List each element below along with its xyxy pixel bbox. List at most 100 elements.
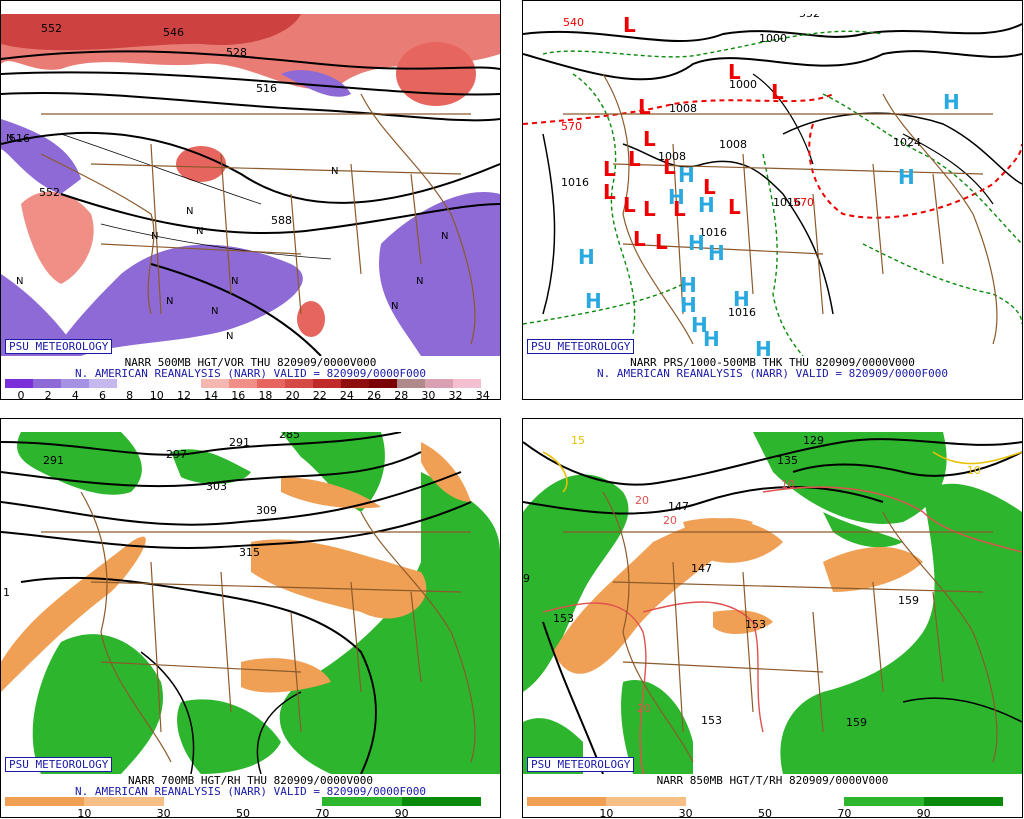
colorbar-swatch <box>89 379 117 388</box>
low-pressure-mark: L <box>643 127 656 151</box>
colorbar-tick-label: 8 <box>126 389 134 400</box>
low-pressure-mark: L <box>703 175 716 199</box>
isobar-label: 1000 <box>729 78 757 91</box>
colorbar-tick-label: 30 <box>678 807 693 818</box>
panel-pressure-thickness: 540 1000 1000 1008 1008 1016 1016 1024 1… <box>522 0 1023 400</box>
colorbar-tick-label: 2 <box>44 389 52 400</box>
isotherm-label: 10 <box>967 464 981 477</box>
low-pressure-mark: L <box>638 95 651 119</box>
psu-meteorology-badge: PSU METEOROLOGY <box>527 757 635 772</box>
low-pressure-mark: L <box>623 193 636 217</box>
isobar-label: 1016 <box>561 176 589 189</box>
low-pressure-mark: L <box>728 60 741 84</box>
psu-meteorology-badge: PSU METEOROLOGY <box>5 339 113 354</box>
colorbar-tick-label: 30 <box>421 389 436 400</box>
n-mark: N <box>166 296 173 307</box>
thickness-label: 540 <box>563 16 584 29</box>
psu-meteorology-badge: PSU METEOROLOGY <box>5 757 113 772</box>
colorbar-swatch <box>606 797 686 806</box>
isotherm-label: 20 <box>637 702 651 715</box>
isobar-label: 1008 <box>719 138 747 151</box>
colorbar-swatch <box>764 797 845 806</box>
colorbar-tick-label: 70 <box>837 807 852 818</box>
panel-subtitle: N. AMERICAN REANALYSIS (NARR) VALID = 82… <box>597 367 948 380</box>
n-mark: N <box>391 301 398 312</box>
n-mark: N <box>226 331 233 342</box>
n-mark: N <box>331 166 338 177</box>
isobar-label: 1016 <box>728 306 756 319</box>
colorbar-tick-label: 10 <box>599 807 614 818</box>
n-mark: N <box>186 206 193 217</box>
contour-label: 291 <box>229 436 250 449</box>
panel-title: NARR 850MB HGT/T/RH 820909/0000V000 <box>656 774 889 787</box>
colorbar-swatch <box>923 797 1003 806</box>
contour-label-6: 552 <box>39 186 60 199</box>
contour-label: 159 <box>846 716 867 729</box>
colorbar-swatch <box>145 379 173 388</box>
colorbar-swatch <box>33 379 61 388</box>
colorbar-swatch <box>369 379 397 388</box>
isotherm-label: 20 <box>663 514 677 527</box>
contour-label: 153 <box>701 714 722 727</box>
contour-label: 153 <box>553 612 574 625</box>
colorbar-tick-label: 16 <box>231 389 246 400</box>
isobar-label: 1024 <box>893 136 921 149</box>
colorbar-swatch <box>322 797 402 806</box>
high-pressure-mark: H <box>668 185 685 209</box>
colorbar-tick-label: 30 <box>156 807 171 818</box>
psu-meteorology-badge: PSU METEOROLOGY <box>527 339 635 354</box>
colorbar-swatch <box>117 379 145 388</box>
contour-label: 9 <box>523 572 530 585</box>
high-pressure-mark: H <box>688 231 705 255</box>
map-700mb-svg: 291 297 291 303 285 309 315 1 <box>1 432 500 774</box>
colorbar-tick-label: 32 <box>448 389 463 400</box>
contour-label-4: 528 <box>226 46 247 59</box>
colorbar-tick-label: 90 <box>394 807 409 818</box>
colorbar-swatch <box>257 379 285 388</box>
isobar-label: 1016 <box>773 196 801 209</box>
isotherm-label: 10 <box>781 478 795 491</box>
n-mark: N <box>211 306 218 317</box>
colorbar-swatch <box>201 379 229 388</box>
low-pressure-mark: L <box>673 197 686 221</box>
panel-700mb-rh: 291 297 291 303 285 309 315 1 PSU METEOR… <box>0 418 501 818</box>
low-pressure-mark: L <box>663 155 676 179</box>
n-mark: N <box>416 276 423 287</box>
rh-colorbar <box>5 797 481 806</box>
high-pressure-mark: H <box>898 165 915 189</box>
panel-subtitle: N. AMERICAN REANALYSIS (NARR) VALID = 82… <box>75 367 426 380</box>
high-pressure-mark: H <box>733 287 750 311</box>
colorbar-swatch <box>401 797 481 806</box>
contour-label-2: 546 <box>163 26 184 39</box>
colorbar-swatch <box>61 379 89 388</box>
contour-label-3: 516 <box>256 82 277 95</box>
contour-label: 159 <box>898 594 919 607</box>
panel-850mb-temperature-rh: 129 135 147 147 153 153 153 159 159 9 15… <box>522 418 1023 818</box>
contour-label: 309 <box>256 504 277 517</box>
panel-title: NARR 700MB HGT/RH THU 820909/0000V000 <box>127 774 374 787</box>
colorbar-swatch <box>453 379 481 388</box>
low-pressure-mark: L <box>628 147 641 171</box>
contour-label: 291 <box>43 454 64 467</box>
map-850mb-svg: 129 135 147 147 153 153 153 159 159 9 15… <box>523 432 1022 774</box>
low-pressure-mark: L <box>623 14 636 37</box>
contour-label: 285 <box>279 432 300 441</box>
colorbar-swatch <box>425 379 453 388</box>
contour-label: 135 <box>777 454 798 467</box>
isotherm-label: 15 <box>571 434 585 447</box>
colorbar-tick-label: 18 <box>258 389 273 400</box>
panel-title: NARR 500MB HGT/VOR THU 820909/0000V000 <box>124 356 377 369</box>
colorbar-swatch <box>313 379 341 388</box>
high-pressure-mark: H <box>585 289 602 313</box>
contour-label: 1 <box>3 586 10 599</box>
high-pressure-mark: H <box>943 90 960 114</box>
map-pressure: 540 1000 1000 1008 1008 1016 1016 1024 1… <box>523 14 1022 356</box>
contour-label-1: 552 <box>41 22 62 35</box>
high-pressure-mark: H <box>755 337 772 356</box>
low-pressure-mark: L <box>643 197 656 221</box>
colorbar-swatch <box>84 797 164 806</box>
panel-title: NARR PRS/1000-500MB THK THU 820909/0000V… <box>630 356 915 369</box>
colorbar-swatch <box>5 797 85 806</box>
colorbar-swatch <box>527 797 607 806</box>
map-850mb: 129 135 147 147 153 153 153 159 159 9 15… <box>523 432 1022 774</box>
